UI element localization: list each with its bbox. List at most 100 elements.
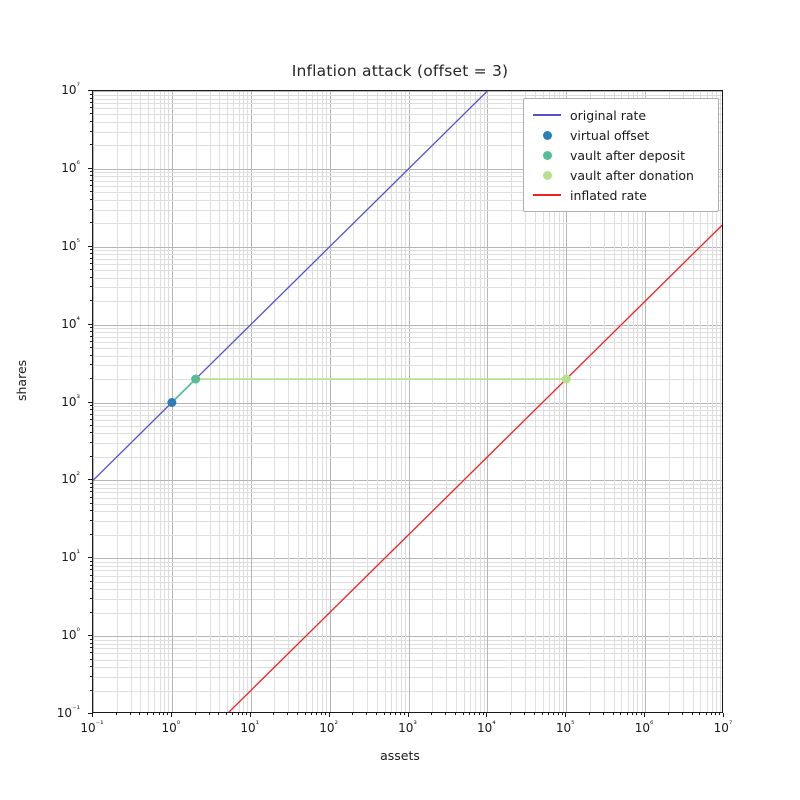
gridline: [317, 91, 318, 712]
gridline: [93, 589, 722, 590]
gridline: [535, 91, 536, 712]
x-tick-mark: [171, 713, 172, 717]
y-tick-mark: [88, 402, 92, 403]
gridline: [409, 91, 410, 712]
gridline: [140, 91, 141, 712]
gridline: [93, 636, 722, 637]
gridline: [93, 667, 722, 668]
gridline: [93, 498, 722, 499]
x-minor-tick: [316, 713, 317, 715]
y-minor-tick: [90, 575, 92, 576]
gridline: [93, 108, 722, 109]
y-minor-tick: [90, 565, 92, 566]
y-minor-tick: [90, 286, 92, 287]
gridline: [464, 91, 465, 712]
gridline: [93, 342, 722, 343]
y-axis-label: shares: [14, 359, 29, 401]
gridline: [377, 91, 378, 712]
x-tick-mark: [329, 713, 330, 717]
gridline: [196, 91, 197, 712]
x-axis-label: assets: [380, 748, 420, 763]
y-tick-label: 10⁶: [61, 159, 80, 175]
gridline: [484, 91, 485, 712]
gridline: [432, 91, 433, 712]
gridline: [322, 91, 323, 712]
y-minor-tick: [90, 249, 92, 250]
x-minor-tick: [321, 713, 322, 715]
y-minor-tick: [90, 503, 92, 504]
gridline: [93, 562, 722, 563]
gridline: [288, 91, 289, 712]
x-minor-tick: [366, 713, 367, 715]
gridline: [93, 521, 722, 522]
y-minor-tick: [90, 414, 92, 415]
gridline: [511, 91, 512, 712]
gridline: [470, 91, 471, 712]
gridline: [93, 488, 722, 489]
x-minor-tick: [627, 713, 628, 715]
gridline: [590, 91, 591, 712]
gridline: [554, 91, 555, 712]
y-minor-tick: [90, 98, 92, 99]
x-minor-tick: [116, 713, 117, 715]
gridline: [306, 91, 307, 712]
gridline: [312, 91, 313, 712]
x-minor-tick: [226, 713, 227, 715]
gridline: [93, 337, 722, 338]
gridline: [566, 91, 567, 712]
x-minor-tick: [641, 713, 642, 715]
y-minor-tick: [90, 612, 92, 613]
gridline: [93, 691, 722, 692]
gridline: [93, 599, 722, 600]
x-minor-tick: [668, 713, 669, 715]
gridline: [456, 91, 457, 712]
y-minor-tick: [90, 652, 92, 653]
gridline: [210, 91, 211, 712]
y-tick-mark: [88, 324, 92, 325]
gridline: [93, 287, 722, 288]
y-minor-tick: [90, 175, 92, 176]
y-tick-label: 10²: [61, 471, 80, 487]
gridline: [93, 328, 722, 329]
gridline: [93, 356, 722, 357]
y-minor-tick: [90, 569, 92, 570]
gridline: [93, 484, 722, 485]
y-minor-tick: [90, 588, 92, 589]
gridline: [712, 91, 713, 712]
gridline: [93, 504, 722, 505]
x-tick-label: 10⁴: [477, 720, 496, 735]
y-minor-tick: [90, 409, 92, 410]
y-minor-tick: [90, 676, 92, 677]
gridline: [93, 348, 722, 349]
x-minor-tick: [352, 713, 353, 715]
gridline: [274, 91, 275, 712]
x-tick-label: 10²: [319, 720, 338, 735]
gridline: [693, 91, 694, 712]
x-minor-tick: [431, 713, 432, 715]
y-minor-tick: [90, 355, 92, 356]
x-minor-tick: [613, 713, 614, 715]
gridline: [683, 91, 684, 712]
y-minor-tick: [90, 378, 92, 379]
gridline: [645, 91, 646, 712]
legend-label: original rate: [570, 107, 647, 123]
gridline: [93, 200, 722, 201]
x-minor-tick: [325, 713, 326, 715]
y-minor-tick: [90, 263, 92, 264]
gridline: [642, 91, 643, 712]
gridline: [93, 122, 722, 123]
gridline: [93, 410, 722, 411]
x-minor-tick: [636, 713, 637, 715]
x-minor-tick: [218, 713, 219, 715]
gridline: [628, 91, 629, 712]
x-minor-tick: [715, 713, 716, 715]
gridline: [93, 613, 722, 614]
y-minor-tick: [90, 666, 92, 667]
y-minor-tick: [90, 131, 92, 132]
gridline: [633, 91, 634, 712]
gridline: [93, 145, 722, 146]
y-minor-tick: [90, 659, 92, 660]
x-minor-tick: [558, 713, 559, 715]
y-minor-tick: [90, 327, 92, 328]
y-minor-tick: [90, 258, 92, 259]
